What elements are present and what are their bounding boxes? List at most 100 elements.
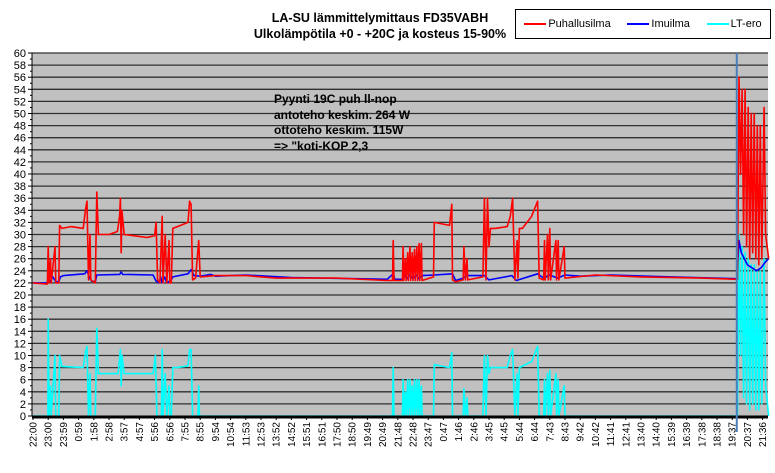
y-tick-label: 24 [14, 266, 26, 278]
x-tick-label: 6:56 [165, 422, 176, 442]
x-tick-label: 15:39 [667, 422, 678, 447]
legend-item-lt-ero: LT-ero [706, 18, 762, 30]
y-tick-label: 20 [14, 290, 26, 302]
y-tick-label: 58 [14, 60, 26, 72]
y-tick-label: 30 [14, 230, 26, 242]
legend-label: Imuilma [651, 18, 690, 30]
x-tick-label: 19:37 [728, 422, 739, 447]
x-tick-label: 12:41 [621, 422, 632, 447]
x-tick-label: 1:46 [454, 422, 465, 442]
legend-item-puhallusilma: Puhallusilma [524, 18, 611, 30]
y-tick-label: 12 [14, 338, 26, 350]
annotation: Pyynti 19C puh ll-nop antoteho keskim. 2… [274, 92, 410, 154]
x-tick-label: 7:55 [181, 422, 192, 442]
y-tick-label: 60 [14, 48, 26, 60]
legend-swatch-blue [627, 23, 650, 25]
x-tick-label: 22:00 [29, 422, 40, 447]
x-tick-label: 0:47 [439, 422, 450, 442]
x-tick-label: 14:40 [652, 422, 663, 447]
x-tick-label: 16:51 [317, 422, 328, 447]
x-tick-label: 17:50 [333, 422, 344, 447]
x-tick-label: 15:51 [302, 422, 313, 447]
x-tick-label: 23:00 [44, 422, 55, 447]
x-tick-label: 8:55 [196, 422, 207, 442]
x-tick-label: 11:41 [606, 422, 617, 447]
y-tick-label: 38 [14, 181, 26, 193]
y-tick-label: 22 [14, 278, 26, 290]
x-tick-label: 21:48 [393, 422, 404, 447]
y-tick-label: 54 [14, 84, 26, 96]
y-tick-label: 40 [14, 169, 26, 181]
x-tick-label: 1:58 [89, 422, 100, 442]
x-tick-label: 7:43 [545, 422, 556, 442]
x-tick-label: 13:52 [272, 422, 283, 447]
legend-swatch-red [524, 23, 547, 25]
x-tick-label: 4:45 [500, 422, 511, 442]
x-tick-label: 6:44 [530, 422, 541, 442]
y-tick-label: 8 [20, 363, 26, 375]
y-tick-label: 52 [14, 96, 26, 108]
x-tick-label: 17:38 [697, 422, 708, 447]
y-tick-label: 46 [14, 133, 26, 145]
x-tick-label: 11:53 [241, 422, 252, 447]
y-tick-label: 42 [14, 157, 26, 169]
x-tick-label: 18:38 [713, 422, 724, 447]
x-tick-label: 20:37 [743, 422, 754, 447]
x-tick-label: 18:50 [348, 422, 359, 447]
y-tick-label: 48 [14, 121, 26, 133]
x-tick-label: 5:44 [515, 422, 526, 442]
x-tick-label: 22:48 [409, 422, 420, 447]
series-line-lt-ero [33, 233, 770, 417]
x-tick-label: 4:57 [135, 422, 146, 442]
x-tick-label: 19:49 [363, 422, 374, 447]
x-tick-label: 2:46 [469, 422, 480, 442]
x-tick-label: 13:40 [637, 422, 648, 447]
x-tick-label: 0:59 [74, 422, 85, 442]
x-tick-label: 3:45 [485, 422, 496, 442]
y-tick-label: 28 [14, 242, 26, 254]
annotation-line: ottoteho keskim. 115W [274, 123, 404, 137]
y-tick-label: 18 [14, 302, 26, 314]
y-tick-label: 26 [14, 254, 26, 266]
chart-title-line-1: LA-SU lämmittelymittaus FD35VABH [271, 11, 489, 25]
x-tick-label: 5:56 [150, 422, 161, 442]
x-tick-label: 8:43 [561, 422, 572, 442]
y-tick-label: 56 [14, 72, 26, 84]
x-tick-label: 21:36 [758, 422, 769, 447]
y-tick-label: 0 [20, 411, 26, 423]
y-tick-label: 32 [14, 217, 26, 229]
x-tick-label: 9:42 [576, 422, 587, 442]
x-tick-label: 10:54 [226, 422, 237, 447]
y-tick-label: 10 [14, 351, 26, 363]
y-tick-label: 50 [14, 109, 26, 121]
annotation-line: antoteho keskim. 264 W [274, 107, 411, 122]
legend: Puhallusilma Imuilma LT-ero [515, 9, 771, 39]
series-line-puhallusilma [32, 76, 770, 285]
y-tick-label: 16 [14, 314, 26, 326]
annotation-line: => "koti-KOP 2,3 [274, 138, 369, 153]
y-tick-label: 34 [14, 205, 26, 217]
x-tick-label: 23:59 [59, 422, 70, 447]
y-tick-label: 6 [20, 375, 26, 387]
annotation-line: Pyynti 19C puh ll-nop [274, 92, 397, 106]
y-tick-label: 14 [14, 326, 26, 338]
x-tick-label: 10:42 [591, 422, 602, 447]
legend-item-imuilma: Imuilma [627, 18, 690, 30]
x-tick-label: 23:47 [424, 422, 435, 447]
x-tick-label: 16:39 [682, 422, 693, 447]
legend-label: LT-ero [730, 18, 762, 30]
x-tick-label: 9:54 [211, 422, 222, 442]
x-tick-label: 20:49 [378, 422, 389, 447]
x-tick-label: 3:57 [120, 422, 131, 442]
y-tick-label: 36 [14, 193, 26, 205]
x-tick-label: 12:53 [257, 422, 268, 447]
y-tick-label: 4 [20, 387, 26, 399]
y-tick-label: 44 [14, 145, 26, 157]
y-tick-label: 2 [20, 399, 26, 411]
x-tick-label: 2:58 [105, 422, 116, 442]
x-tick-label: 14:52 [287, 422, 298, 447]
chart-title-line-2: Ulkolämpötila +0 - +20C ja kosteus 15-90… [253, 27, 507, 41]
legend-swatch-cyan [706, 23, 729, 25]
legend-label: Puhallusilma [548, 18, 611, 30]
